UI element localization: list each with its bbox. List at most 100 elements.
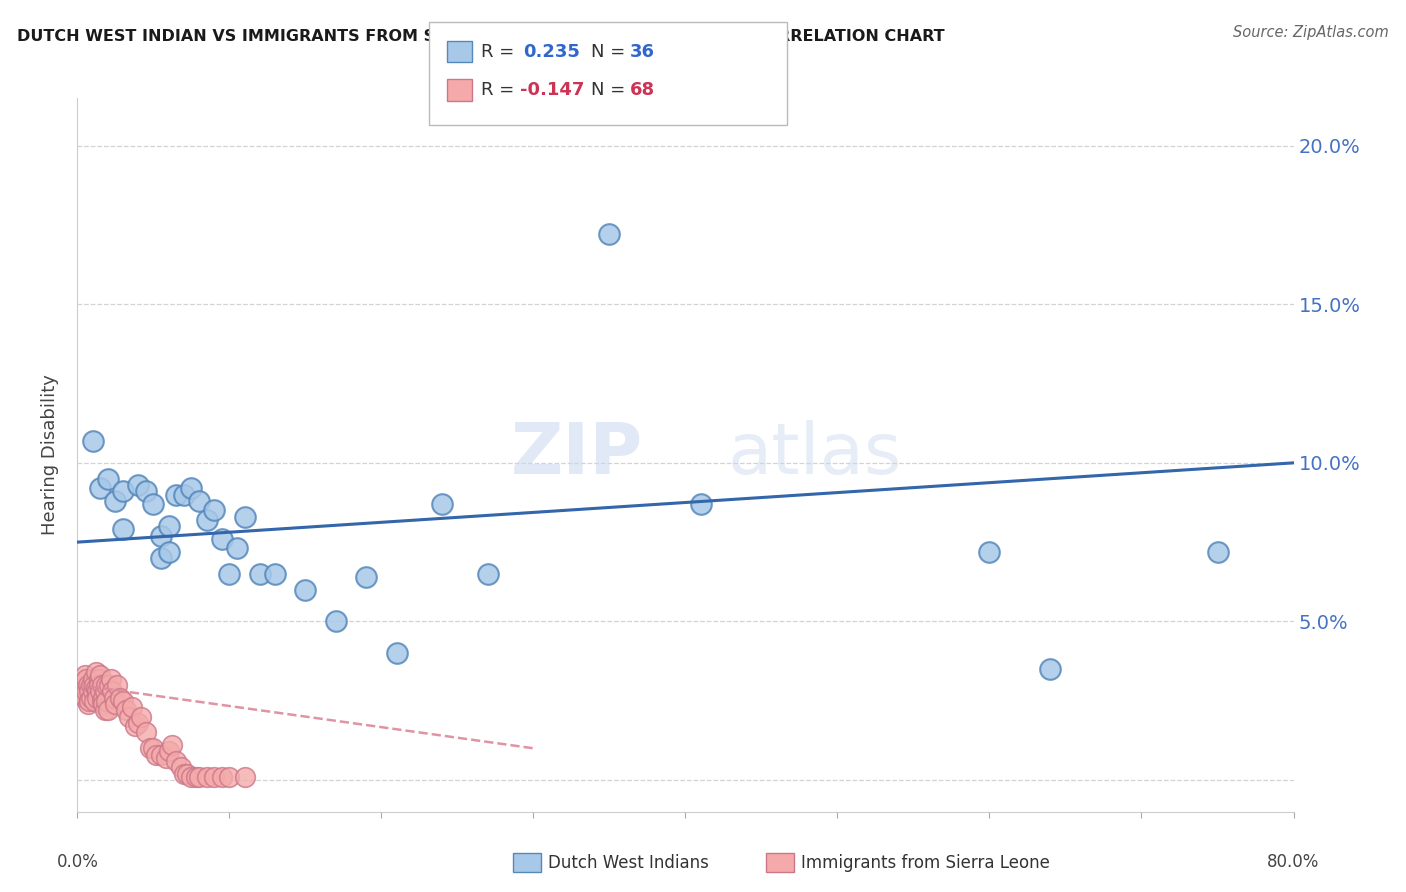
Text: 80.0%: 80.0%: [1267, 853, 1320, 871]
Point: [96, 678, 118, 692]
Point: [160, 738, 183, 752]
Point: [142, 497, 165, 511]
Text: Immigrants from Sierra Leone: Immigrants from Sierra Leone: [801, 854, 1050, 871]
Text: -0.147: -0.147: [520, 81, 585, 99]
Point: [170, 760, 193, 774]
Point: [79, 694, 101, 708]
Point: [218, 770, 240, 784]
Point: [176, 766, 198, 780]
Point: [180, 770, 202, 784]
Point: [97, 703, 120, 717]
Point: [97, 472, 120, 486]
Point: [80, 690, 103, 705]
Point: [89, 481, 111, 495]
Point: [103, 690, 125, 705]
Point: [139, 741, 162, 756]
Point: [202, 503, 225, 517]
Point: [89, 684, 111, 698]
Point: [89, 668, 111, 682]
Point: [80, 678, 103, 692]
Point: [91, 697, 114, 711]
Point: [111, 484, 134, 499]
Point: [118, 709, 141, 723]
Point: [195, 770, 218, 784]
Point: [93, 703, 115, 717]
Point: [84, 681, 107, 695]
Point: [73, 690, 96, 705]
Point: [294, 582, 316, 597]
Point: [87, 678, 110, 692]
Point: [149, 529, 172, 543]
Point: [211, 532, 233, 546]
Point: [145, 747, 167, 762]
Text: ZIP: ZIP: [510, 420, 643, 490]
Point: [264, 566, 287, 581]
Point: [211, 770, 233, 784]
Text: Dutch West Indians: Dutch West Indians: [548, 854, 709, 871]
Point: [124, 719, 146, 733]
Point: [91, 690, 114, 705]
Point: [165, 487, 187, 501]
Text: Source: ZipAtlas.com: Source: ZipAtlas.com: [1233, 25, 1389, 40]
Point: [195, 513, 218, 527]
Text: 36: 36: [630, 43, 655, 61]
Text: DUTCH WEST INDIAN VS IMMIGRANTS FROM SIERRA LEONE HEARING DISABILITY CORRELATION: DUTCH WEST INDIAN VS IMMIGRANTS FROM SIE…: [17, 29, 945, 44]
Point: [173, 487, 195, 501]
Point: [432, 497, 454, 511]
Text: R =: R =: [481, 43, 515, 61]
Point: [72, 674, 94, 689]
Point: [73, 668, 96, 682]
Point: [165, 754, 187, 768]
Point: [90, 678, 112, 692]
Point: [77, 678, 100, 692]
Point: [108, 690, 131, 705]
Point: [598, 227, 620, 242]
Point: [233, 770, 256, 784]
Point: [249, 566, 271, 581]
Point: [233, 509, 256, 524]
Point: [96, 694, 118, 708]
Point: [84, 665, 107, 680]
Point: [1206, 544, 1229, 558]
Point: [70, 681, 93, 695]
Point: [226, 541, 249, 556]
Point: [218, 566, 240, 581]
Point: [184, 770, 207, 784]
Point: [354, 570, 377, 584]
Point: [979, 544, 1001, 558]
Point: [180, 481, 202, 495]
Point: [1039, 662, 1062, 676]
Point: [100, 672, 122, 686]
Point: [477, 566, 499, 581]
Point: [135, 725, 157, 739]
Point: [79, 684, 101, 698]
Point: [83, 678, 105, 692]
Point: [135, 484, 157, 499]
Point: [90, 694, 112, 708]
Point: [72, 684, 94, 698]
Point: [82, 672, 104, 686]
Point: [111, 523, 134, 537]
Point: [385, 646, 408, 660]
Text: N =: N =: [591, 81, 624, 99]
Point: [75, 672, 97, 686]
Point: [149, 551, 172, 566]
Point: [149, 747, 172, 762]
Point: [75, 684, 97, 698]
Point: [157, 544, 180, 558]
Point: [173, 766, 195, 780]
Point: [82, 434, 104, 448]
Text: atlas: atlas: [728, 420, 903, 490]
Point: [157, 519, 180, 533]
Point: [127, 715, 149, 730]
Point: [82, 684, 104, 698]
Point: [86, 684, 108, 698]
Text: 0.0%: 0.0%: [56, 853, 98, 871]
Y-axis label: Hearing Disability: Hearing Disability: [41, 375, 59, 535]
Point: [689, 497, 711, 511]
Point: [98, 678, 121, 692]
Point: [86, 690, 108, 705]
Point: [115, 703, 138, 717]
Text: N =: N =: [591, 43, 624, 61]
Point: [104, 494, 127, 508]
